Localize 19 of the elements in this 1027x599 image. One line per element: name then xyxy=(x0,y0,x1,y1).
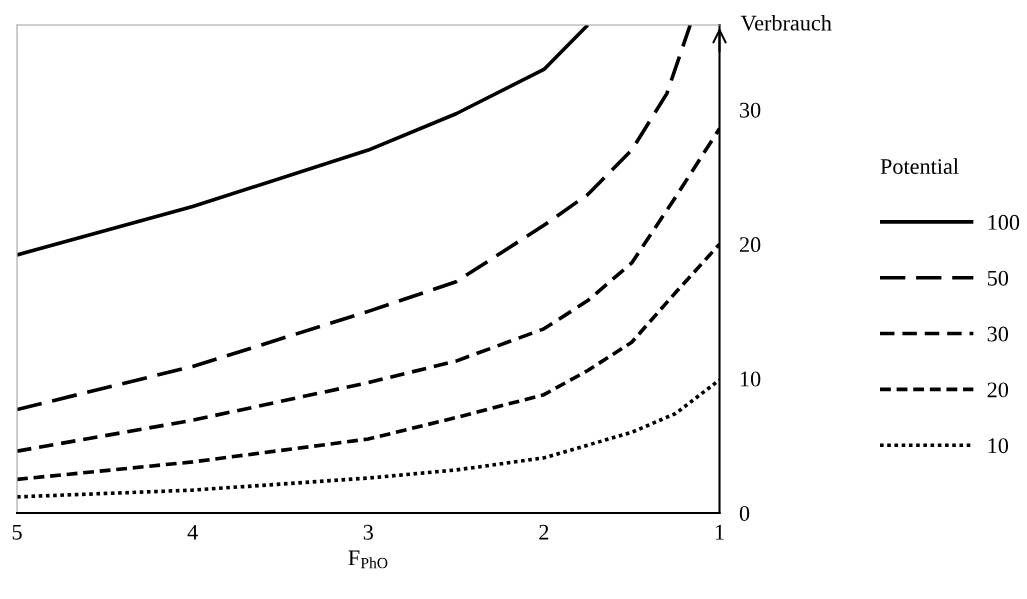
line-series xyxy=(17,25,590,257)
legend-label: 100 xyxy=(988,214,1020,230)
x-axis-title: F$_{PhO}$ xyxy=(348,550,388,569)
x-tick-label: 4 xyxy=(187,524,198,540)
y-tick-label: 10 xyxy=(740,371,761,387)
legend-title: Potential xyxy=(880,158,959,174)
legend-label: 10 xyxy=(988,438,1009,454)
line-series xyxy=(17,25,692,412)
x-tick-label: 5 xyxy=(12,524,22,540)
x-tick-label: 3 xyxy=(363,524,373,540)
legend-label: 30 xyxy=(987,326,1009,342)
legend-label: 50 xyxy=(987,270,1009,286)
y-tick-label: 30 xyxy=(740,102,761,118)
x-tick-label: 2 xyxy=(539,524,549,540)
y-tick-label: 0 xyxy=(739,505,750,521)
x-tick-label: 1 xyxy=(715,524,724,540)
y-axis-title: Verbrauch xyxy=(740,14,832,31)
legend-label: 20 xyxy=(987,382,1009,398)
y-tick-label: 20 xyxy=(739,237,761,253)
